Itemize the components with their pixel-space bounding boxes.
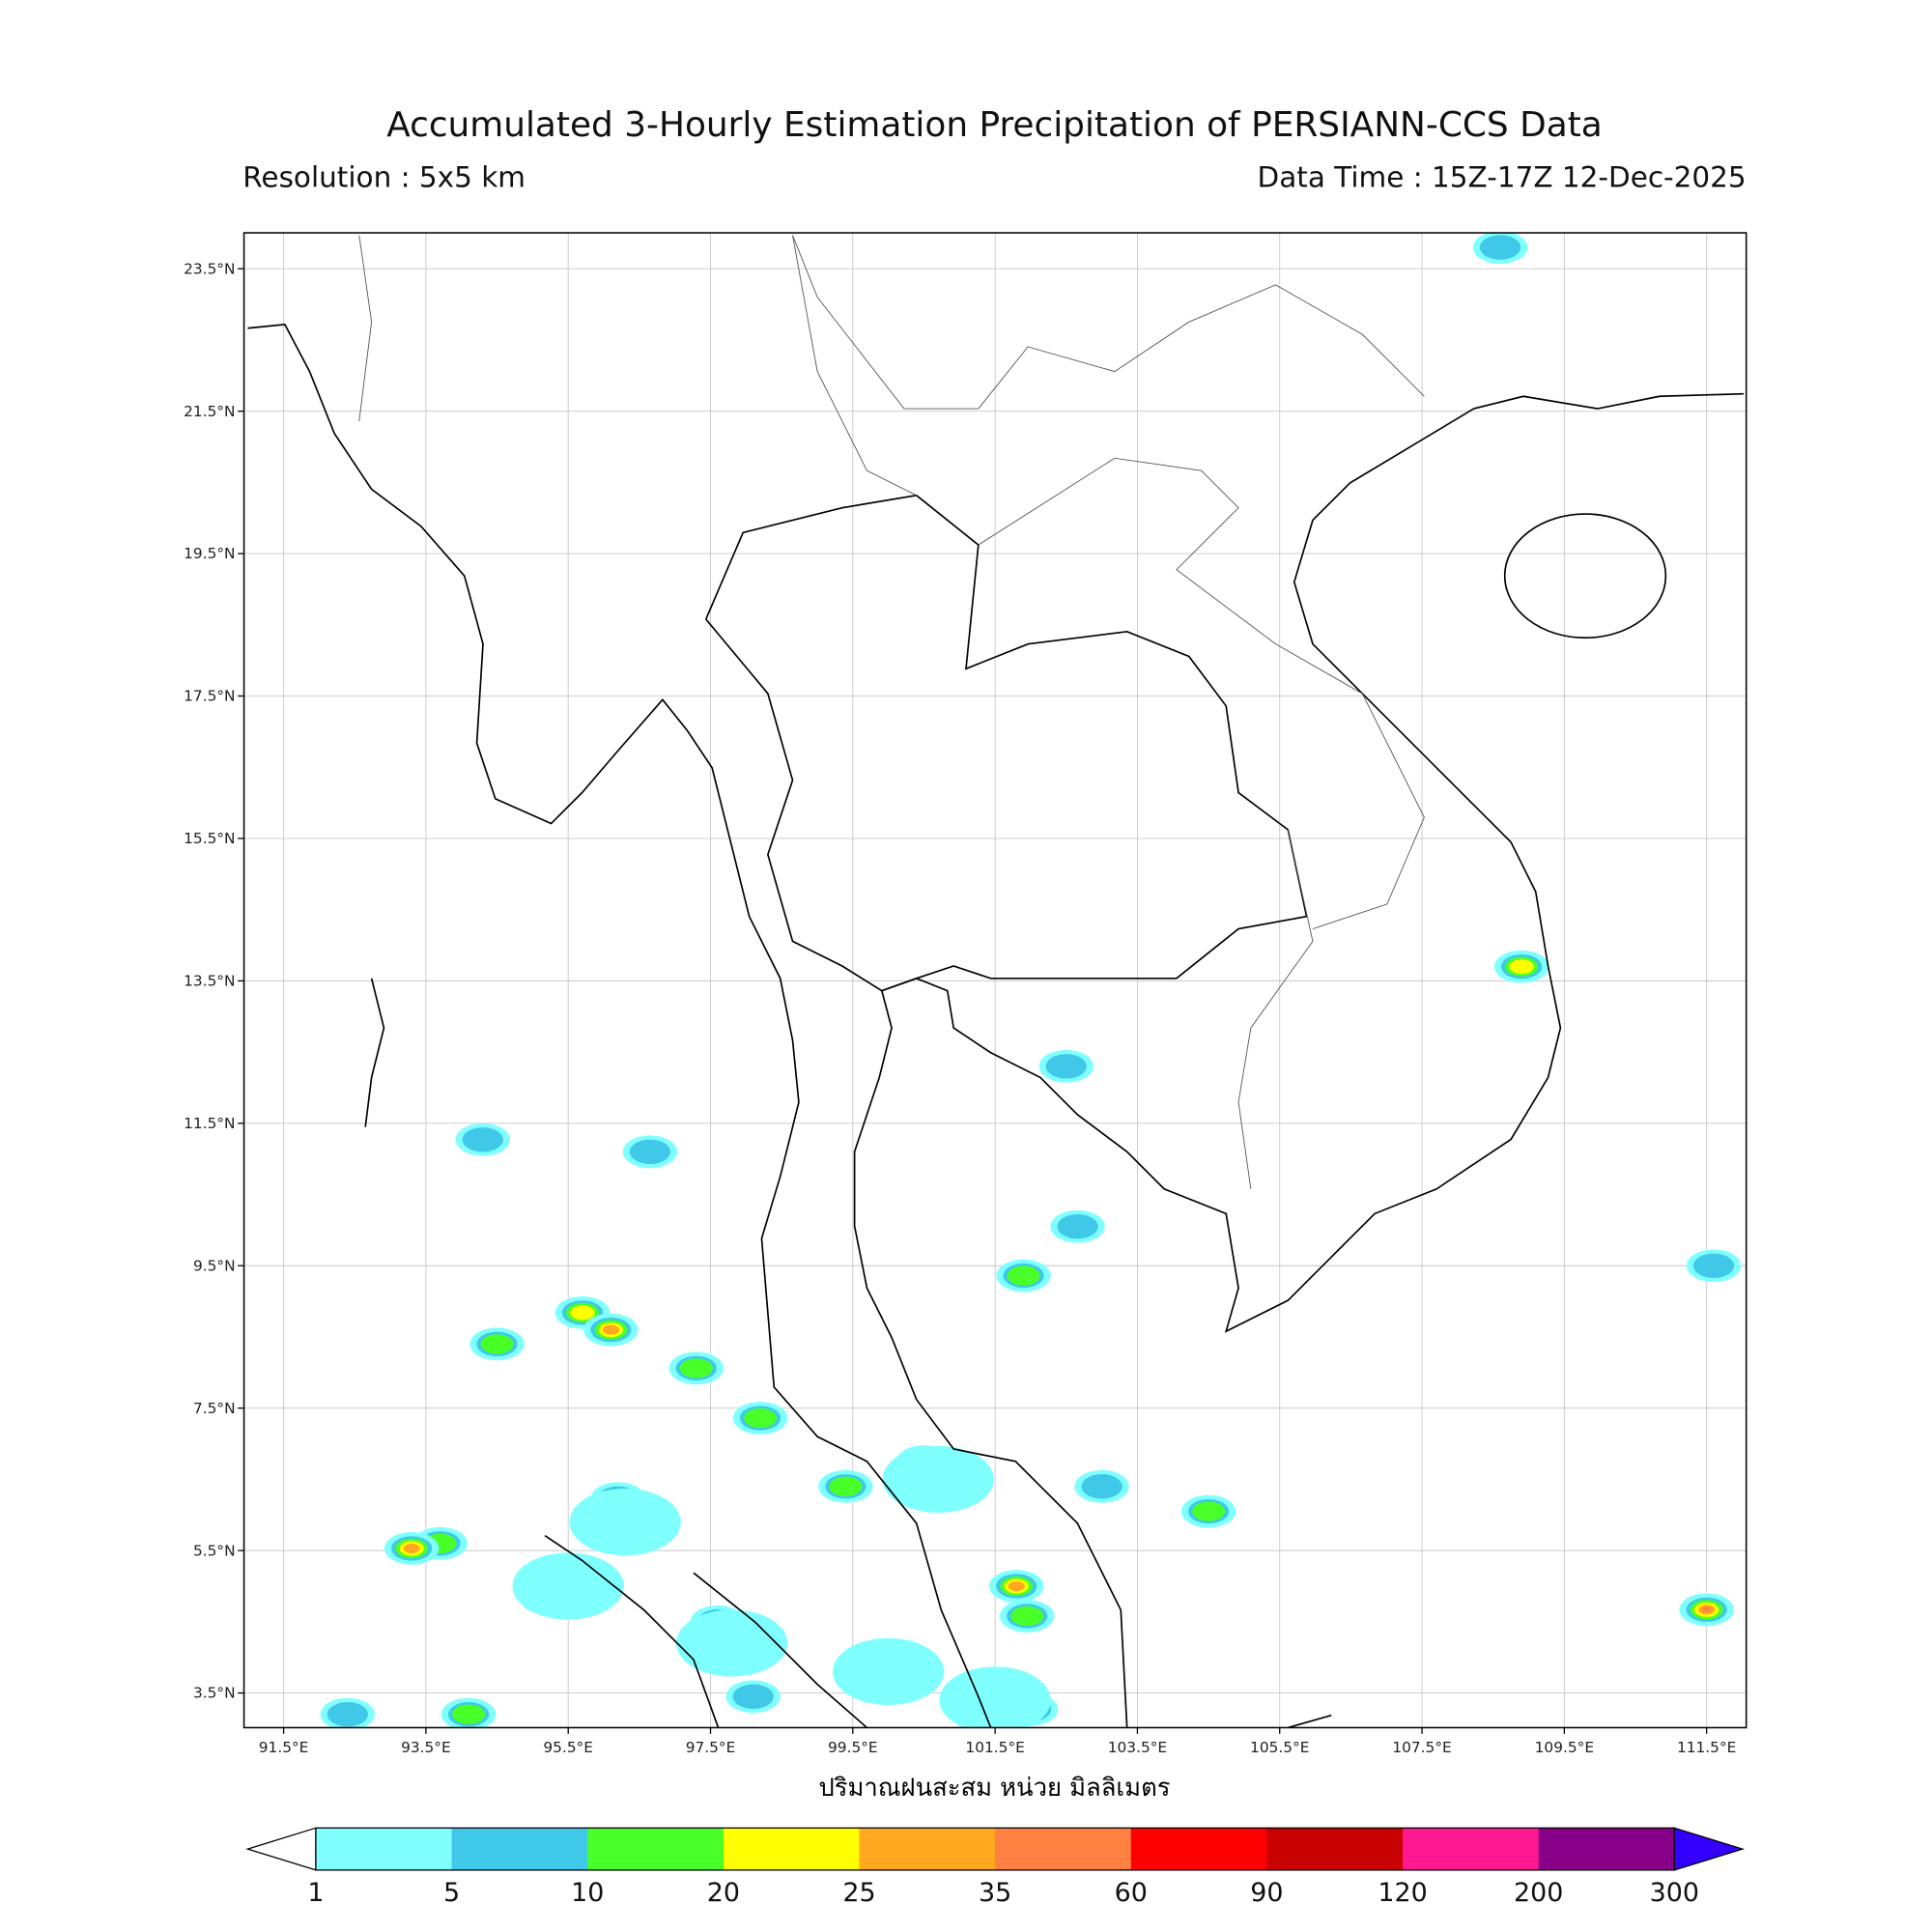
lon-tick-label: 91.5°E bbox=[259, 1739, 309, 1756]
precip-cell-core bbox=[452, 1704, 486, 1724]
latitude-labels: 23.5°N 21.5°N 19.5°N 17.5°N 15.5°N 13.5°N 11.5… bbox=[184, 260, 244, 1702]
cambodia-vietnam-border bbox=[1237, 829, 1314, 1189]
colorbar-segment bbox=[995, 1828, 1132, 1870]
lat-tick-label: 3.5°N bbox=[193, 1685, 236, 1702]
map-area: 23.5°N 21.5°N 19.5°N 17.5°N 15.5°N 13.5°N 11.5… bbox=[184, 232, 1747, 1756]
hainan-island bbox=[1503, 513, 1667, 639]
coastline-borneo bbox=[1288, 1714, 1332, 1728]
precip-cell-core bbox=[732, 1684, 774, 1709]
lon-tick-label: 95.5°E bbox=[543, 1739, 593, 1756]
precip-cell-core bbox=[570, 1305, 595, 1321]
precip-cell-core bbox=[1008, 1580, 1025, 1592]
lat-tick-label: 13.5°N bbox=[184, 973, 235, 990]
precip-cell bbox=[512, 1552, 624, 1620]
lat-tick-label: 5.5°N bbox=[193, 1542, 236, 1559]
precip-cell-core bbox=[1007, 1265, 1040, 1286]
lon-tick-label: 107.5°E bbox=[1392, 1739, 1451, 1756]
lon-tick-label: 111.5°E bbox=[1677, 1739, 1736, 1756]
laos-border bbox=[978, 457, 1425, 929]
colorbar-segment bbox=[1538, 1828, 1675, 1870]
colorbar-tick-label: 35 bbox=[979, 1878, 1011, 1908]
coastline-west bbox=[247, 324, 992, 1728]
lon-tick-label: 93.5°E bbox=[401, 1739, 451, 1756]
precip-cell-core bbox=[1057, 1214, 1098, 1239]
colorbar: 1 5 10 20 25 35 60 90 120 200 300 bbox=[245, 1827, 1746, 1908]
lon-tick-label: 109.5°E bbox=[1535, 1739, 1594, 1756]
lat-tick-label: 11.5°N bbox=[184, 1115, 235, 1132]
colorbar-segment bbox=[315, 1828, 453, 1870]
precip-cell bbox=[569, 1489, 681, 1556]
colorbar-segment bbox=[1130, 1828, 1268, 1870]
lat-tick-label: 23.5°N bbox=[184, 260, 235, 277]
colorbar-under-arrow bbox=[245, 1827, 317, 1871]
thailand-border bbox=[705, 494, 1308, 992]
precip-cell bbox=[882, 1445, 994, 1514]
precip-cell-core bbox=[480, 1334, 514, 1354]
colorbar-segment bbox=[1266, 1828, 1404, 1870]
precip-cell-core bbox=[1702, 1606, 1711, 1612]
precip-cell-core bbox=[327, 1701, 369, 1727]
lon-tick-label: 97.5°E bbox=[686, 1739, 736, 1756]
lon-tick-label: 105.5°E bbox=[1250, 1739, 1309, 1756]
precip-cell-core bbox=[602, 1324, 619, 1335]
precip-cell-core bbox=[1192, 1501, 1226, 1521]
coastlines-and-borders bbox=[247, 235, 1745, 1728]
colorbar-tick-label: 60 bbox=[1115, 1878, 1148, 1908]
india-border bbox=[358, 235, 373, 421]
lat-tick-label: 19.5°N bbox=[184, 545, 235, 562]
precip-cell-core bbox=[1045, 1054, 1087, 1079]
lon-tick-label: 101.5°E bbox=[965, 1739, 1024, 1756]
colorbar-tick-label: 5 bbox=[443, 1878, 460, 1908]
colorbar-segment bbox=[859, 1828, 996, 1870]
longitude-labels: 91.5°E 93.5°E 95.5°E 97.5°E 99.5°E 101.5°E 103… bbox=[259, 1727, 1736, 1756]
precip-cell bbox=[832, 1637, 945, 1706]
data-time-label: Data Time : 15Z-17Z 12-Dec-2025 bbox=[1258, 161, 1747, 194]
colorbar-tick-label: 20 bbox=[707, 1878, 740, 1908]
colorbar-tick-label: 90 bbox=[1250, 1878, 1283, 1908]
colorbar-tick-label: 120 bbox=[1378, 1878, 1427, 1908]
precip-cell-core bbox=[1010, 1605, 1044, 1627]
andaman-islands bbox=[364, 978, 385, 1127]
precip-cell-core bbox=[462, 1127, 503, 1152]
colorbar-segment bbox=[723, 1828, 861, 1870]
lon-tick-label: 103.5°E bbox=[1108, 1739, 1167, 1756]
coastline-sumatra-east bbox=[693, 1572, 867, 1728]
colorbar-segment bbox=[451, 1828, 588, 1870]
lat-tick-label: 7.5°N bbox=[193, 1400, 236, 1417]
coastline-east bbox=[853, 392, 1745, 1728]
colorbar-tick-label: 10 bbox=[571, 1878, 604, 1908]
lat-tick-label: 17.5°N bbox=[184, 688, 235, 705]
colorbar-outline bbox=[315, 1827, 1675, 1871]
colorbar-segment bbox=[587, 1828, 724, 1870]
resolution-label: Resolution : 5x5 km bbox=[242, 161, 526, 194]
precip-cell-core bbox=[679, 1358, 713, 1378]
precip-cell bbox=[675, 1609, 788, 1677]
precipitation-layer bbox=[320, 233, 1742, 1728]
myanmar-border bbox=[792, 235, 917, 497]
precip-cell-core bbox=[1509, 959, 1534, 975]
lat-tick-label: 9.5°N bbox=[193, 1257, 236, 1274]
colorbar-tick-label: 200 bbox=[1514, 1878, 1563, 1908]
colorbar-label: ปริมาณฝนสะสม หน่วย มิลลิเมตร bbox=[818, 1774, 1170, 1803]
precip-cell-core bbox=[1692, 1253, 1735, 1278]
colorbar-segment bbox=[1403, 1828, 1540, 1870]
precip-cell-core bbox=[1479, 235, 1521, 260]
precip-cell bbox=[939, 1666, 1051, 1728]
china-border bbox=[792, 235, 1425, 410]
precip-cell-core bbox=[744, 1407, 777, 1429]
precip-cell-core bbox=[1081, 1474, 1122, 1499]
lat-tick-label: 15.5°N bbox=[184, 830, 235, 847]
coastline-sumatra bbox=[544, 1535, 720, 1728]
colorbar-tick-label: 25 bbox=[842, 1878, 875, 1908]
colorbar-tick-label: 1 bbox=[307, 1878, 324, 1908]
colorbar-over-arrow bbox=[1673, 1827, 1746, 1871]
precip-cell-core bbox=[629, 1139, 671, 1164]
precip-cell-core bbox=[829, 1476, 863, 1496]
colorbar-tick-label: 300 bbox=[1650, 1878, 1699, 1908]
figure-title: Accumulated 3-Hourly Estimation Precipit… bbox=[386, 105, 1603, 145]
lon-tick-label: 99.5°E bbox=[828, 1739, 878, 1756]
precip-cell-core bbox=[403, 1543, 420, 1553]
lat-tick-label: 21.5°N bbox=[184, 403, 235, 420]
